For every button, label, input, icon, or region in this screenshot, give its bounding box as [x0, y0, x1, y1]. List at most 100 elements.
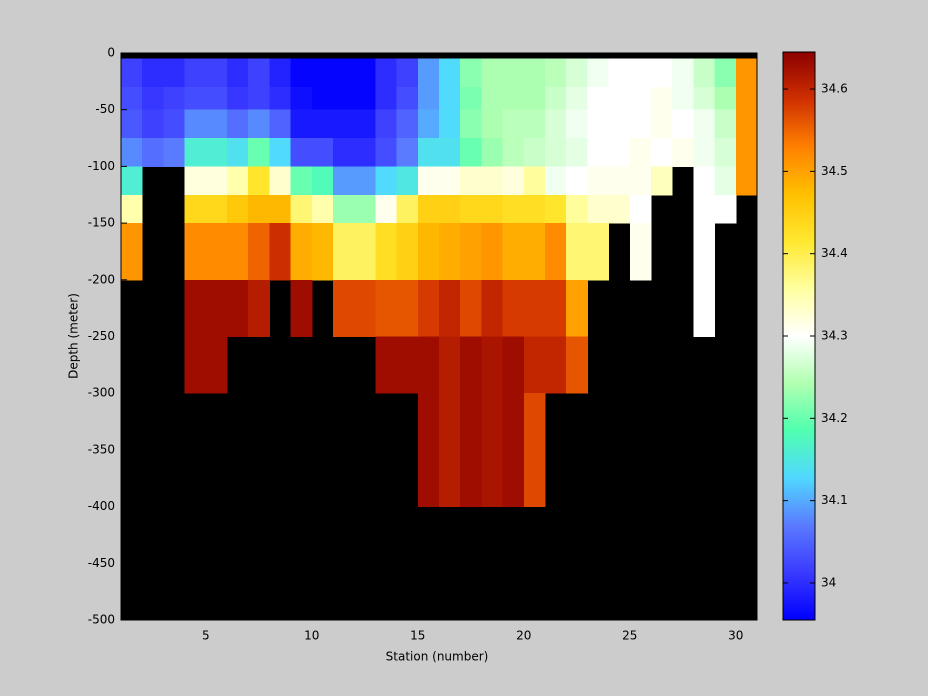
heatmap-cell — [142, 58, 164, 88]
heatmap-cell — [587, 109, 610, 139]
heatmap-cell — [460, 138, 482, 167]
heatmap-cell — [566, 138, 588, 167]
heatmap-cell — [523, 138, 546, 167]
heatmap-cell — [311, 109, 334, 139]
heatmap-cell — [311, 138, 334, 167]
heatmap-cell — [523, 393, 546, 508]
heatmap-cell — [651, 87, 673, 111]
heatmap-cell — [163, 138, 186, 167]
heatmap-cell — [311, 58, 334, 88]
y-tick-label: -100 — [88, 159, 115, 173]
x-tick-label: 5 — [202, 629, 210, 643]
heatmap-cell — [502, 109, 525, 139]
heatmap-cell — [460, 87, 482, 111]
x-tick-label: 10 — [304, 629, 319, 643]
heatmap-cell — [481, 279, 504, 337]
heatmap-cell — [184, 166, 207, 196]
y-tick-label: -150 — [88, 216, 115, 230]
heatmap-cell — [566, 87, 588, 111]
heatmap-cell — [460, 336, 482, 394]
heatmap-cell — [227, 194, 249, 224]
heatmap-cell — [629, 58, 652, 88]
heatmap-cell — [566, 279, 588, 337]
heatmap-cell — [227, 109, 249, 139]
heatmap-cell — [375, 58, 398, 88]
y-tick-label: -200 — [88, 272, 115, 286]
heatmap-cell — [417, 223, 440, 281]
heatmap-cell — [396, 336, 419, 394]
y-tick-label: -50 — [95, 102, 115, 116]
heatmap-cell — [269, 194, 292, 224]
heatmap-cell — [481, 194, 504, 224]
heatmap-cell — [481, 58, 504, 88]
heatmap-cell — [333, 279, 355, 337]
heatmap-cell — [629, 87, 652, 111]
heatmap-cell — [460, 109, 482, 139]
heatmap-cell — [333, 138, 355, 167]
heatmap-cell — [545, 279, 567, 337]
heatmap-cell — [651, 138, 673, 167]
heatmap-cell — [121, 87, 143, 111]
heatmap-cell — [248, 223, 270, 281]
heatmap-cell — [354, 166, 376, 196]
heatmap-cell — [290, 58, 313, 88]
heatmap-cell — [481, 109, 504, 139]
heatmap-cell — [205, 87, 228, 111]
heatmap-cell — [333, 194, 355, 224]
y-tick-label: -250 — [88, 329, 115, 343]
heatmap-cell — [693, 279, 716, 337]
heatmap-cell — [163, 109, 186, 139]
heatmap-cell — [714, 194, 737, 224]
heatmap-cell — [545, 138, 567, 167]
heatmap-cell — [735, 109, 758, 139]
heatmap-cell — [227, 138, 249, 167]
x-tick-label: 25 — [622, 629, 637, 643]
heatmap-cell — [248, 58, 270, 88]
heatmap-cell — [375, 194, 398, 224]
heatmap-cell — [184, 279, 207, 337]
heatmap-cell — [502, 87, 525, 111]
heatmap-cell — [396, 279, 419, 337]
heatmap-cell — [184, 109, 207, 139]
heatmap-cell — [735, 138, 758, 167]
heatmap-cell — [354, 58, 376, 88]
heatmap-cell — [227, 223, 249, 281]
heatmap-cell — [121, 109, 143, 139]
heatmap-cell — [375, 223, 398, 281]
heatmap-cell — [481, 87, 504, 111]
heatmap-cell — [502, 166, 525, 196]
colorbar-tick-label: 34.5 — [821, 164, 848, 178]
heatmap-cell — [714, 166, 737, 196]
heatmap-cell — [608, 109, 631, 139]
heatmap-cell — [290, 223, 313, 281]
heatmap-cell — [142, 87, 164, 111]
heatmap-cell — [693, 223, 716, 281]
colorbar — [782, 51, 816, 621]
heatmap-cell — [502, 279, 525, 337]
heatmap-cell — [396, 138, 419, 167]
heatmap-cell — [523, 109, 546, 139]
heatmap-cell — [163, 87, 186, 111]
heatmap-cell — [460, 58, 482, 88]
heatmap-cell — [417, 138, 440, 167]
x-tick-label: 30 — [728, 629, 743, 643]
heatmap-cell — [587, 166, 610, 196]
heatmap-cell — [566, 336, 588, 394]
heatmap-cell — [205, 336, 228, 394]
heatmap-cell — [481, 223, 504, 281]
y-axis-label: Depth (meter) — [67, 293, 81, 379]
heatmap-cell — [608, 87, 631, 111]
heatmap-cell — [629, 194, 652, 224]
heatmap-cell — [523, 223, 546, 281]
heatmap-cell — [396, 223, 419, 281]
heatmap-cell — [460, 393, 482, 508]
colorbar-tick-label: 34.4 — [821, 246, 848, 260]
heatmap-cell — [290, 166, 313, 196]
heatmap-cell — [205, 138, 228, 167]
heatmap-cell — [608, 166, 631, 196]
x-tick-label: 20 — [516, 629, 531, 643]
heatmap-cell — [375, 279, 398, 337]
heatmap-cell — [121, 166, 143, 196]
heatmap-cell — [651, 109, 673, 139]
heatmap-cell — [184, 138, 207, 167]
